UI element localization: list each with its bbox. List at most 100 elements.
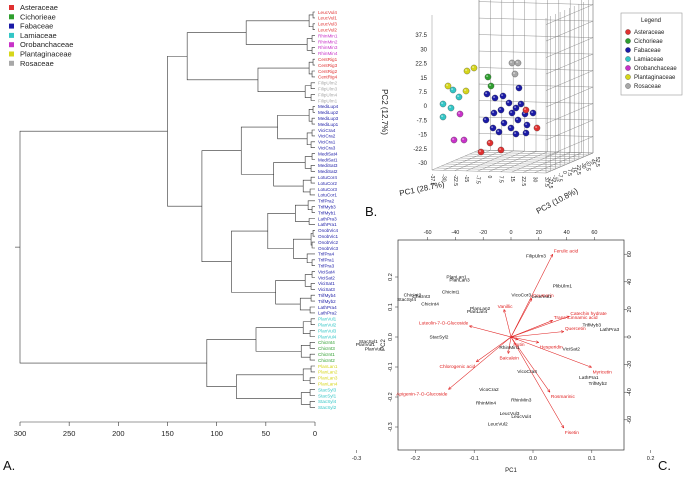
pca3d-legend-label: Rosaceae	[634, 84, 662, 90]
pca3d-z-tick: 37.5	[585, 161, 591, 171]
pca3d-point-lamiaceae	[447, 104, 455, 112]
leaf-label: TrifMyb4	[318, 293, 336, 298]
pca3d-grid-line	[545, 37, 594, 58]
biplot-y-tick-label: 0.1	[388, 303, 394, 311]
sample-label: ChicInt3	[412, 294, 430, 300]
pca3d-grid-line	[545, 136, 594, 157]
legend-swatch-asteraceae	[9, 5, 14, 10]
pca3d-point-highlight	[514, 132, 517, 135]
sample-label: PlanLan3	[449, 278, 470, 284]
loading-arrowhead	[549, 319, 553, 323]
pca3d-y-tick: 37.5	[415, 33, 427, 39]
dendrogram-branch	[310, 294, 315, 302]
loading-arrow	[476, 336, 512, 363]
biplot-ticks: -0.3 -0.2 -0.1 0.0 0.1 0.2 0.2 0.1 0.0 -0.1 -0.2 -0…	[352, 230, 655, 462]
loading-arrow	[507, 336, 512, 354]
pca3d-x-tick: 15	[509, 176, 515, 182]
dendrogram-branch	[309, 188, 315, 196]
pca3d-point-fabaceae	[508, 109, 516, 117]
pca3d-point-plantaginaceae	[470, 64, 478, 72]
dendrogram-axis-tick-label: 50	[262, 429, 270, 438]
pca3d-point-cichorieae	[484, 73, 492, 81]
pca3d-y-tick: 0	[424, 104, 428, 110]
sample-label: PlanVul1	[356, 342, 375, 348]
pca3d-point-fabaceae	[507, 124, 515, 132]
sample-label: StacSyl2	[429, 335, 448, 341]
leaf-label: PlanLan2	[318, 370, 338, 375]
dendrogram-branch	[257, 67, 310, 92]
pca3d-point-rosaceae	[511, 70, 519, 78]
pca3d-point-highlight	[441, 102, 444, 105]
pca3d-point-plantaginaceae	[463, 67, 471, 75]
panel-label-c: C.	[658, 458, 671, 473]
pca3d-grid-line	[545, 86, 594, 108]
biplot-right-tick-label: -20	[627, 361, 633, 369]
pca3d-legend-title: Legend	[641, 18, 661, 24]
pca3d-points	[439, 59, 541, 156]
leaf-label: LotuCor3	[318, 187, 337, 192]
sample-label: LeucVul4	[511, 414, 531, 420]
loading-label: Rosmarinic	[551, 394, 576, 400]
leaf-label: LeucVul3	[318, 22, 337, 27]
dendrogram-leaf-labels: LeucVul4LeucVul1LeucVul3LeucVul2RhinMin1…	[318, 10, 339, 410]
sample-label: PlanLan2	[470, 306, 491, 312]
dendrogram-branch	[312, 106, 315, 113]
leaf-label: ChicInt3	[318, 346, 335, 351]
dendrogram-branch	[255, 327, 304, 352]
dendrogram-branch	[277, 114, 310, 140]
loading-label: Myricetin	[593, 369, 613, 375]
loading-label: Vanillic	[498, 304, 513, 310]
pca3d-grid-line	[478, 1, 594, 5]
pca3d-point-asteraceae	[486, 139, 494, 147]
pca3d-legend-label: Fabaceae	[634, 48, 661, 54]
pca3d-y-tick: 15	[420, 76, 427, 82]
sample-label: PlibUlm1	[553, 284, 573, 290]
leaf-label: TrifPra4	[318, 252, 335, 257]
dendrogram-branch	[310, 94, 315, 101]
pca3d-point-highlight	[497, 130, 500, 133]
pca3d-point-highlight	[458, 112, 461, 115]
loading-arrow	[448, 336, 512, 390]
leaf-label: ViciSat4	[318, 269, 335, 274]
biplot-top-tick-label: 0	[509, 230, 512, 236]
legend-label-rosaceae: Rosaceae	[20, 59, 54, 68]
pca3d-point-fabaceae	[482, 116, 490, 124]
leaf-label: LotuCor4	[318, 175, 337, 180]
dendrogram-branch	[273, 162, 306, 187]
pca3d-point-rosaceae	[508, 59, 516, 67]
dendrogram-axis-tick-label: 100	[210, 429, 223, 438]
dendrogram-branch	[309, 353, 315, 361]
dendrogram-branch	[308, 109, 314, 122]
dendrogram-branch	[245, 20, 310, 45]
loading-label: Quercetin	[565, 326, 586, 332]
pca3d-y-tick: -30	[418, 161, 427, 167]
pca3d-grid	[431, 0, 594, 174]
pca3d-x-tick: 22.5	[520, 176, 526, 186]
leaf-label: TrifPra1	[318, 258, 335, 263]
pca3d-point-fabaceae	[512, 104, 520, 112]
loading-arrow	[510, 254, 553, 338]
sample-label: VicoCor3	[511, 293, 531, 299]
dendrogram-branch	[311, 259, 315, 266]
pca3d-point-highlight	[491, 126, 494, 129]
pca3d-point-highlight	[510, 61, 513, 64]
loading-arrow	[510, 316, 570, 338]
leaf-label: TrifMyb3	[318, 205, 336, 210]
dendrogram-branch	[308, 218, 315, 225]
dendrogram-branch	[311, 35, 315, 42]
family-legend: AsteraceaeCichorieaeFabaceaeLamiaceaeOro…	[9, 3, 73, 68]
leaf-label: LeucVul4	[318, 10, 337, 15]
loading-arrow	[503, 309, 512, 338]
biplot-x-tick-label: -0.3	[352, 456, 361, 462]
pca3d-z-axis-label: PC3 (10.8%)	[535, 186, 580, 216]
leaf-label: ViciSat1	[318, 281, 335, 286]
legend-label-lamiaceae: Lamiaceae	[20, 31, 57, 40]
pca3d-point-orobanchaceae	[460, 136, 468, 144]
sample-label: ViciSat2	[562, 347, 580, 353]
leaf-label: MediLup4	[318, 104, 339, 109]
biplot-y-tick-label: 0.0	[388, 333, 394, 341]
pca3d-point-plantaginaceae	[462, 87, 470, 95]
pca3d-y-tick: -22.5	[413, 147, 427, 153]
dendrogram-branch	[308, 14, 314, 28]
